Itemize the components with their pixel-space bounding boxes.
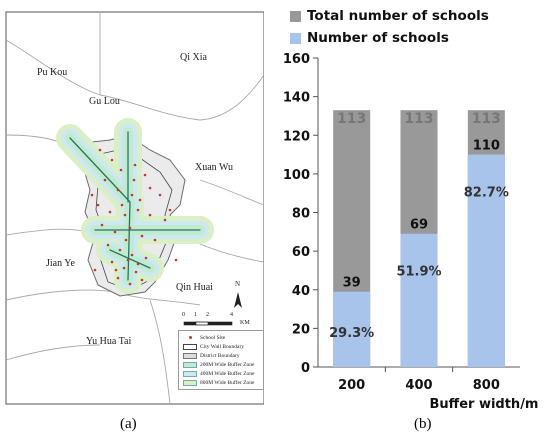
legend-district-boundary: District Boundary — [183, 351, 240, 360]
north-label: N — [235, 280, 241, 288]
bar-number-800 — [467, 154, 505, 367]
scale-unit: KM — [240, 320, 250, 326]
label-percent-400: 51.9% — [396, 265, 441, 280]
district-boundary-swatch — [183, 352, 197, 359]
bar-total-200 — [333, 110, 371, 368]
x-axis-label: Buffer width/m — [430, 397, 539, 412]
y-tick-label-7: 140 — [283, 91, 310, 106]
scale-tick-0: 0 — [182, 312, 185, 318]
label-number-200: 39 — [343, 276, 361, 291]
district-label-gu-lou: Gu Lou — [89, 96, 120, 107]
scale-tick-2: 2 — [206, 312, 209, 318]
label-number-400: 69 — [410, 218, 428, 233]
map-panel: Qi Xia Pu Kou Gu Lou Xuan Wu Jian Ye Qin… — [0, 0, 264, 439]
x-tick-label-800: 800 — [473, 378, 500, 393]
caption-b: (b) — [414, 416, 432, 432]
y-tick-label-3: 60 — [292, 245, 310, 260]
school-sites — [90, 148, 178, 286]
bar-number-400 — [400, 233, 438, 367]
legend-label: 400M Wide Buffer Zone — [200, 370, 255, 377]
caption-a: (a) — [120, 416, 137, 432]
legend-label: District Boundary — [200, 352, 240, 359]
x-tick-label-400: 400 — [405, 378, 432, 393]
buffer-zones — [56, 118, 214, 294]
label-percent-200: 29.3% — [329, 326, 374, 341]
legend-number-schools: Number of schools — [290, 30, 449, 46]
legend-label-number: Number of schools — [307, 30, 449, 46]
legend-200m: 200M Wide Buffer Zone — [183, 360, 254, 369]
district-label-qi-xia: Qi Xia — [180, 52, 207, 63]
school-site-icon — [183, 335, 197, 341]
legend-swatch-total — [290, 10, 301, 22]
y-tick-label-5: 100 — [283, 168, 310, 183]
scale-bar — [183, 321, 233, 326]
district-label-pu-kou: Pu Kou — [37, 67, 68, 78]
y-tick-label-4: 80 — [292, 207, 310, 222]
buffer-200m-swatch — [183, 361, 197, 368]
y-tick-label-2: 40 — [292, 284, 310, 299]
label-total-200: 113 — [337, 111, 366, 127]
bar-total-800 — [467, 110, 505, 368]
legend-label: City Wall Boundary — [200, 343, 245, 350]
buffer-800m-swatch — [183, 379, 197, 386]
legend-label: 800M Wide Buffer Zone — [200, 379, 255, 386]
district-label-jian-ye: Jian Ye — [46, 258, 75, 269]
legend-label: School Site — [200, 334, 226, 341]
legend-400m: 400M Wide Buffer Zone — [183, 369, 254, 378]
district-label-qin-huai: Qin Huai — [176, 282, 213, 293]
legend-city-wall: City Wall Boundary — [183, 342, 244, 351]
district-label-yu-hua-tai: Yu Hua Tai — [86, 336, 132, 347]
label-total-400: 113 — [404, 111, 433, 127]
label-total-800: 113 — [472, 111, 501, 127]
legend-total-schools: Total number of schools — [290, 8, 489, 24]
scale-tick-4: 4 — [230, 312, 233, 318]
y-tick-label-0: 0 — [301, 361, 310, 376]
north-arrow — [234, 292, 242, 308]
map-legend: School Site City Wall Boundary District … — [178, 330, 264, 390]
legend-label: 200M Wide Buffer Zone — [200, 361, 255, 368]
y-tick-label-1: 20 — [292, 322, 310, 337]
label-number-800: 110 — [473, 139, 500, 154]
bar-total-400 — [400, 110, 438, 368]
legend-800m: 800M Wide Buffer Zone — [183, 378, 254, 387]
map-figure — [5, 11, 264, 405]
bar-number-200 — [333, 291, 371, 367]
district-label-xuan-wu: Xuan Wu — [195, 162, 234, 173]
legend-label-total: Total number of schools — [307, 8, 489, 24]
y-tick-label-8: 160 — [283, 52, 310, 67]
scale-tick-1: 1 — [194, 312, 197, 318]
legend-school-site: School Site — [183, 333, 225, 342]
legend-swatch-number — [290, 32, 301, 44]
buffer-400m-swatch — [183, 370, 197, 377]
x-tick-label-200: 200 — [338, 378, 365, 393]
label-percent-800: 82.7% — [464, 186, 509, 201]
city-wall-swatch — [183, 343, 197, 350]
y-tick-label-6: 120 — [283, 129, 310, 144]
